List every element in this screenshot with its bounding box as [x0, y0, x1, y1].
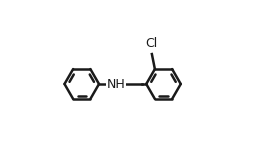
Text: NH: NH	[107, 78, 126, 90]
Text: Cl: Cl	[146, 37, 158, 50]
